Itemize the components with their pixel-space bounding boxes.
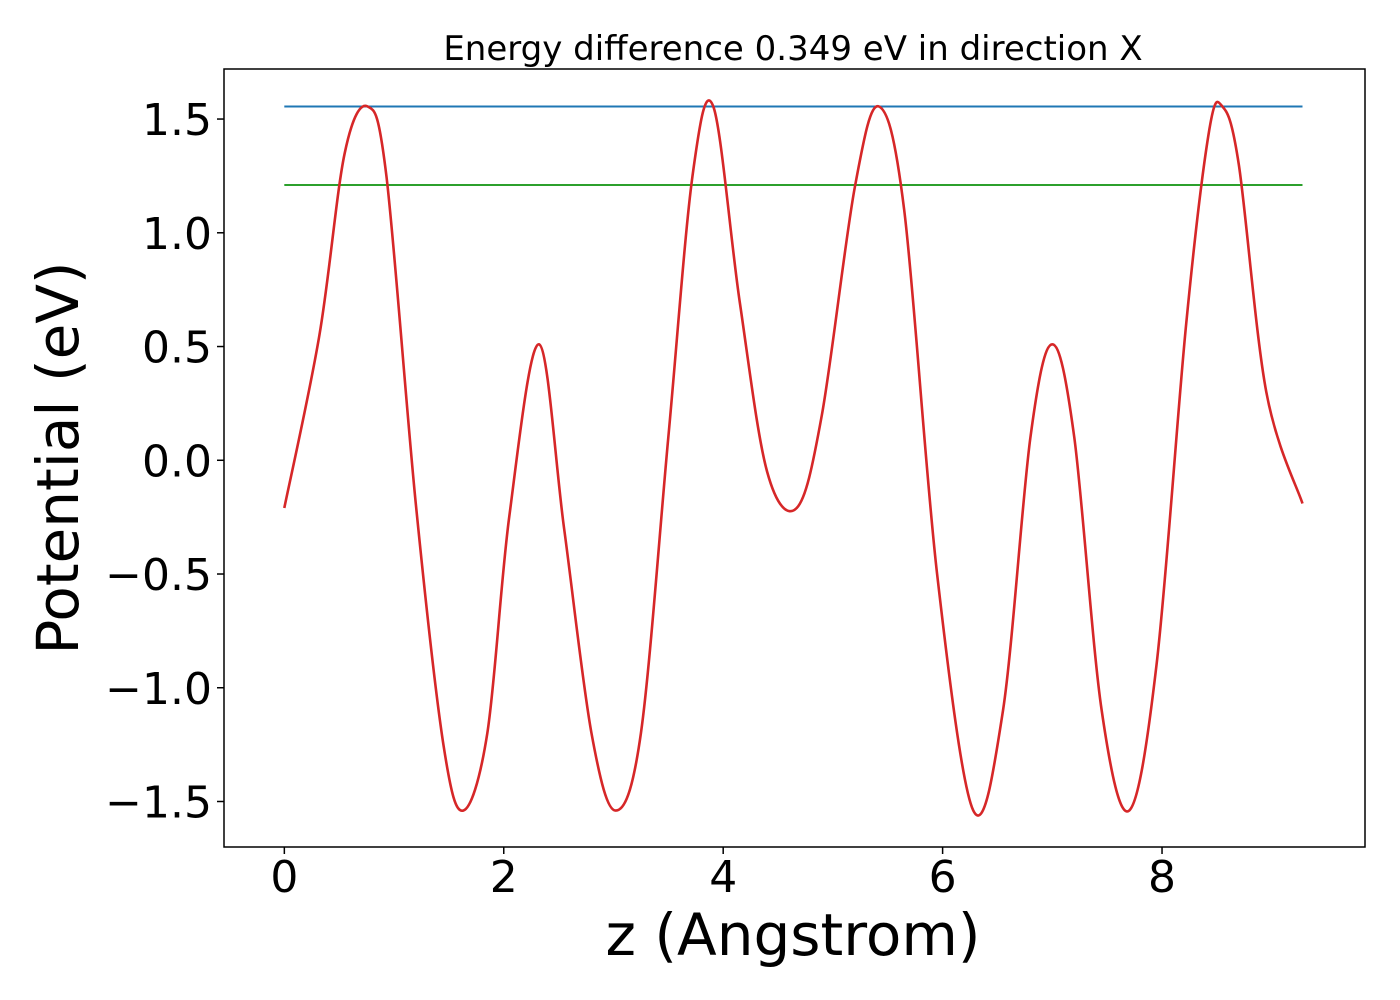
x-tick-label: 6: [929, 852, 957, 903]
chart-title: Energy difference 0.349 eV in direction …: [443, 29, 1142, 69]
y-tick-label: 1.5: [142, 95, 212, 146]
series-line-3: [283, 99, 1304, 817]
x-tick-label: 8: [1148, 852, 1176, 903]
y-tick-label: −0.5: [105, 550, 212, 601]
y-tick-label: 0.0: [142, 436, 212, 487]
x-tick-label: 2: [490, 852, 518, 903]
y-tick-label: −1.5: [105, 778, 212, 829]
plot-frame: [223, 68, 1366, 848]
y-tick-label: 0.5: [142, 323, 212, 374]
x-tick-label: 0: [270, 852, 298, 903]
y-axis-label: Potential (eV): [24, 261, 92, 654]
plot-area: [283, 99, 1304, 817]
x-tick-label: 4: [709, 852, 737, 903]
x-axis-label: z (Angstrom): [606, 901, 981, 969]
y-axis-ticks: −1.5 −1.0 −0.5 0.0 0.5 1.0 1.5: [105, 95, 224, 829]
x-axis-ticks: 0 2 4 6 8: [270, 847, 1176, 903]
y-tick-label: −1.0: [105, 664, 212, 715]
y-tick-label: 1.0: [142, 209, 212, 260]
